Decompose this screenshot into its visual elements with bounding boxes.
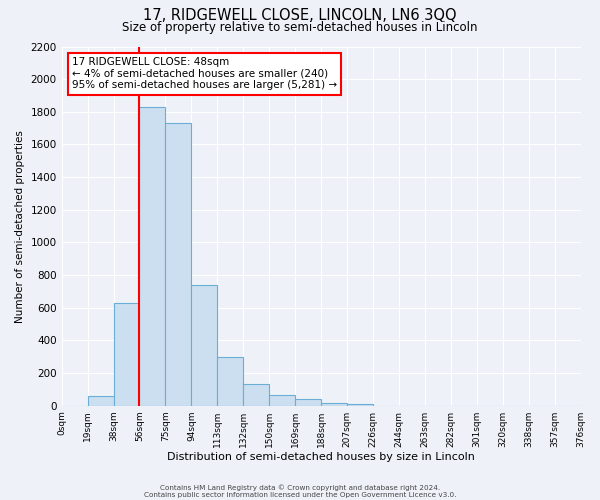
Bar (191, 285, 217, 406)
Bar (321, 404, 347, 406)
Text: Contains public sector information licensed under the Open Government Licence v3: Contains public sector information licen… (144, 492, 456, 498)
Bar (113, 303, 139, 406)
Text: 17, RIDGEWELL CLOSE, LINCOLN, LN6 3QQ: 17, RIDGEWELL CLOSE, LINCOLN, LN6 3QQ (143, 8, 457, 22)
Bar (295, 399, 321, 406)
Bar (139, 107, 166, 406)
Bar (243, 384, 269, 406)
Bar (269, 395, 295, 406)
Bar (166, 123, 191, 406)
Bar (88, 396, 113, 406)
Text: 17 RIDGEWELL CLOSE: 48sqm
← 4% of semi-detached houses are smaller (240)
95% of : 17 RIDGEWELL CLOSE: 48sqm ← 4% of semi-d… (72, 58, 337, 90)
Text: Contains HM Land Registry data © Crown copyright and database right 2024.: Contains HM Land Registry data © Crown c… (160, 484, 440, 491)
Y-axis label: Number of semi-detached properties: Number of semi-detached properties (15, 130, 25, 322)
Bar (217, 356, 243, 406)
Text: Size of property relative to semi-detached houses in Lincoln: Size of property relative to semi-detach… (122, 21, 478, 34)
X-axis label: Distribution of semi-detached houses by size in Lincoln: Distribution of semi-detached houses by … (167, 452, 475, 462)
Bar (347, 404, 373, 406)
